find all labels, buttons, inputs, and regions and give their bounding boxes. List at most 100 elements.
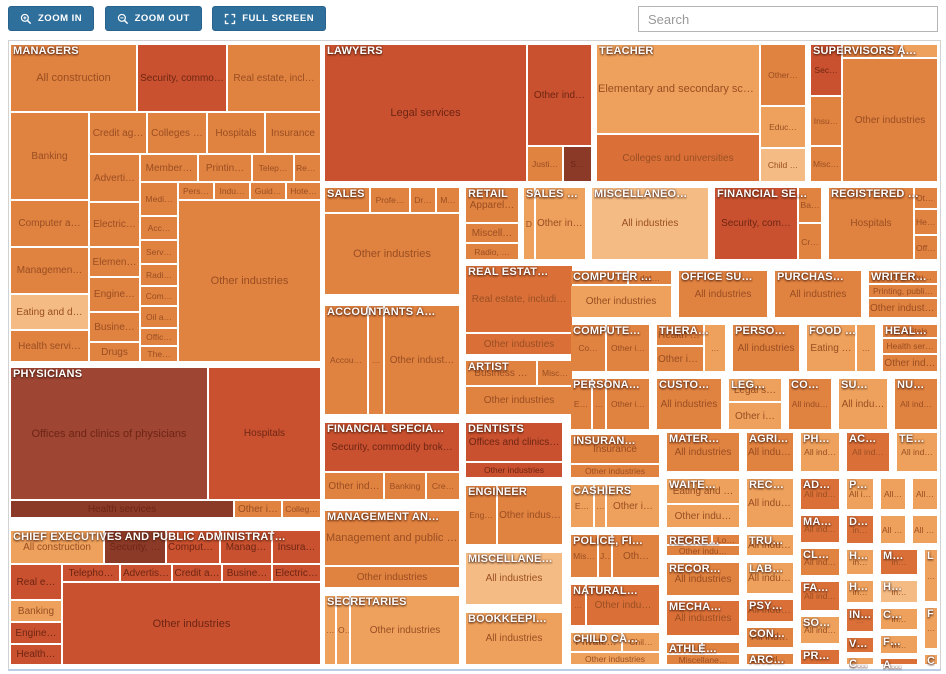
- treemap-cell[interactable]: Busine…: [223, 565, 271, 581]
- treemap-cell[interactable]: Miscellaneou…: [869, 271, 937, 283]
- treemap-section-waite[interactable]: Eating and … Other indu… WAITE…: [665, 477, 741, 529]
- treemap-cell[interactable]: Other…: [761, 45, 805, 105]
- treemap-section-mater[interactable]: All industries MATER…: [665, 431, 741, 473]
- treemap-cell[interactable]: All industries: [667, 433, 739, 471]
- treemap-cell[interactable]: All ind…: [801, 433, 839, 471]
- treemap-cell[interactable]: [325, 188, 369, 212]
- treemap-cell[interactable]: Health servi…: [11, 331, 88, 361]
- treemap-cell[interactable]: Telepho…: [63, 565, 119, 581]
- treemap-cell[interactable]: All ind…: [897, 433, 937, 471]
- treemap-cell[interactable]: All ind…: [801, 479, 839, 509]
- treemap-section-real-estat[interactable]: Real estate, includi… Other industries REA…: [464, 264, 574, 356]
- treemap-cell[interactable]: Other in…: [657, 347, 703, 371]
- treemap-section-athle[interactable]: Miscellane… ATHLE…: [665, 641, 741, 666]
- treemap-cell[interactable]: Compute…: [167, 531, 219, 563]
- treemap-cell[interactable]: …: [847, 609, 873, 631]
- treemap-section-sales[interactable]: Profe… Dr… M… Other industries SALES: [323, 186, 461, 296]
- treemap-cell[interactable]: …: [595, 485, 605, 527]
- treemap-section-bookkeepi[interactable]: All industries BOOKKEEPI…: [464, 611, 564, 666]
- treemap-cell[interactable]: Insurance: [571, 435, 659, 463]
- treemap-section-management-an[interactable]: Management and public r… Other industries…: [323, 509, 461, 589]
- treemap-section-police-fi[interactable]: Mis…J…Oth…POLICE, FI…: [569, 533, 661, 579]
- treemap-cell[interactable]: Other industries: [325, 567, 459, 587]
- treemap-section-d[interactable]: in… D…: [845, 514, 875, 545]
- treemap-cell[interactable]: Other indu…: [667, 546, 739, 555]
- treemap-cell[interactable]: Other i…: [915, 188, 937, 208]
- treemap-section-heal[interactable]: Hospitals Health ser… Other ind… HEAL…: [881, 323, 939, 373]
- treemap-cell[interactable]: Mis…: [571, 535, 597, 577]
- treemap-cell[interactable]: Hospitals: [208, 113, 264, 153]
- treemap-cell[interactable]: Other i…: [607, 325, 649, 371]
- treemap-cell[interactable]: Security, …: [105, 531, 165, 563]
- treemap-cell[interactable]: Other industries: [466, 334, 572, 354]
- treemap-cell[interactable]: Educ…: [761, 107, 805, 147]
- treemap-section-in[interactable]: … IN…: [845, 607, 875, 633]
- treemap-section-physicians[interactable]: Offices and clinics of physicians Hospita…: [9, 366, 322, 519]
- treemap-cell[interactable]: All indust…: [747, 433, 793, 471]
- treemap-cell[interactable]: Health…: [11, 645, 61, 664]
- treemap-cell[interactable]: Credit ag…: [90, 113, 146, 153]
- treemap-section-engineer[interactable]: Eng… Other indus… ENGINEER: [464, 484, 564, 546]
- treemap-cell[interactable]: …: [925, 655, 937, 664]
- treemap-cell[interactable]: Security, com…: [715, 188, 797, 259]
- treemap-cell[interactable]: All ind…: [801, 582, 839, 610]
- treemap-cell[interactable]: Other industries: [571, 653, 659, 664]
- treemap-section-persona[interactable]: E…… Other i… PERSONA…: [569, 377, 651, 431]
- treemap-cell[interactable]: in…: [881, 609, 917, 629]
- treemap-cell[interactable]: Radi…: [141, 265, 177, 285]
- treemap-section-food[interactable]: Eating …… FOOD …: [805, 323, 877, 373]
- treemap-cell[interactable]: Eng…: [466, 486, 496, 544]
- treemap-cell[interactable]: Member…: [141, 155, 197, 181]
- treemap-cell[interactable]: Oth…: [613, 535, 659, 577]
- treemap-section-section[interactable]: All i…: [879, 514, 907, 545]
- treemap-section-rec[interactable]: All indust…REC…: [745, 477, 795, 529]
- treemap-section-a[interactable]: A…: [879, 657, 919, 671]
- treemap-cell[interactable]: Computer a…: [11, 201, 88, 246]
- treemap-cell[interactable]: Colleges and universities: [597, 135, 759, 181]
- treemap-cell[interactable]: O…: [337, 596, 349, 664]
- treemap-section-financial-specia[interactable]: Security, commodity brok… Other ind… Banki…: [323, 421, 461, 501]
- treemap-cell[interactable]: Profe…: [371, 188, 409, 212]
- treemap-section-financial-se[interactable]: Security, com… Ba… Cr… FINANCIAL SE…: [713, 186, 823, 261]
- treemap-cell[interactable]: Oil a…: [141, 307, 177, 327]
- treemap-cell[interactable]: All ind…: [747, 628, 793, 647]
- treemap-section-con[interactable]: All ind… CON…: [745, 626, 795, 649]
- treemap-cell[interactable]: Other ind…: [536, 188, 585, 259]
- treemap-section-section[interactable]: All…: [879, 477, 907, 511]
- treemap-cell[interactable]: Drugs: [90, 343, 139, 361]
- treemap-cell[interactable]: …: [369, 306, 383, 414]
- treemap-cell[interactable]: All…: [881, 479, 905, 509]
- treemap-cell[interactable]: Com…: [141, 287, 177, 305]
- treemap-cell[interactable]: [843, 45, 901, 57]
- treemap-cell[interactable]: Hospitals: [883, 325, 937, 337]
- treemap-section-recre[interactable]: Misc… Lo… Other indu… RECRE…: [665, 533, 741, 557]
- treemap-cell[interactable]: in…: [847, 550, 873, 574]
- treemap-cell[interactable]: All industries: [657, 379, 721, 429]
- treemap-cell[interactable]: [881, 659, 917, 664]
- treemap-cell[interactable]: Eating and …: [667, 479, 739, 503]
- treemap-cell[interactable]: Co…: [571, 325, 605, 371]
- treemap-cell[interactable]: All indust…: [747, 563, 793, 593]
- treemap-section-agri[interactable]: All indust…AGRI…: [745, 431, 795, 473]
- treemap-cell[interactable]: Legal services: [325, 45, 526, 181]
- treemap-cell[interactable]: All i…: [847, 479, 873, 509]
- zoom-out-button[interactable]: ZOOM OUT: [104, 6, 202, 31]
- treemap-section-psy[interactable]: All indust…PSY…: [745, 598, 795, 623]
- treemap-cell[interactable]: S…: [564, 147, 591, 181]
- treemap-section-p[interactable]: All i… P…: [845, 477, 875, 511]
- treemap-cell[interactable]: Acc…: [141, 217, 177, 239]
- treemap-cell[interactable]: All indu…: [789, 379, 831, 429]
- treemap-cell[interactable]: Offices and clinics…: [466, 423, 562, 461]
- treemap-cell[interactable]: Miscellane…: [667, 655, 739, 664]
- treemap-section-ac[interactable]: All ind… AC…: [845, 431, 891, 473]
- treemap-cell[interactable]: Other industries: [571, 465, 659, 477]
- treemap-cell[interactable]: [801, 650, 839, 664]
- treemap-section-c[interactable]: … C: [923, 653, 939, 667]
- treemap-section-mecha[interactable]: All industries MECHA…: [665, 599, 741, 637]
- treemap-cell[interactable]: in…: [847, 516, 873, 543]
- treemap-cell[interactable]: All ind…: [847, 433, 889, 471]
- treemap-cell[interactable]: [571, 271, 627, 284]
- treemap-cell[interactable]: Insura…: [273, 531, 320, 563]
- treemap-section-pr[interactable]: PR…: [799, 648, 841, 666]
